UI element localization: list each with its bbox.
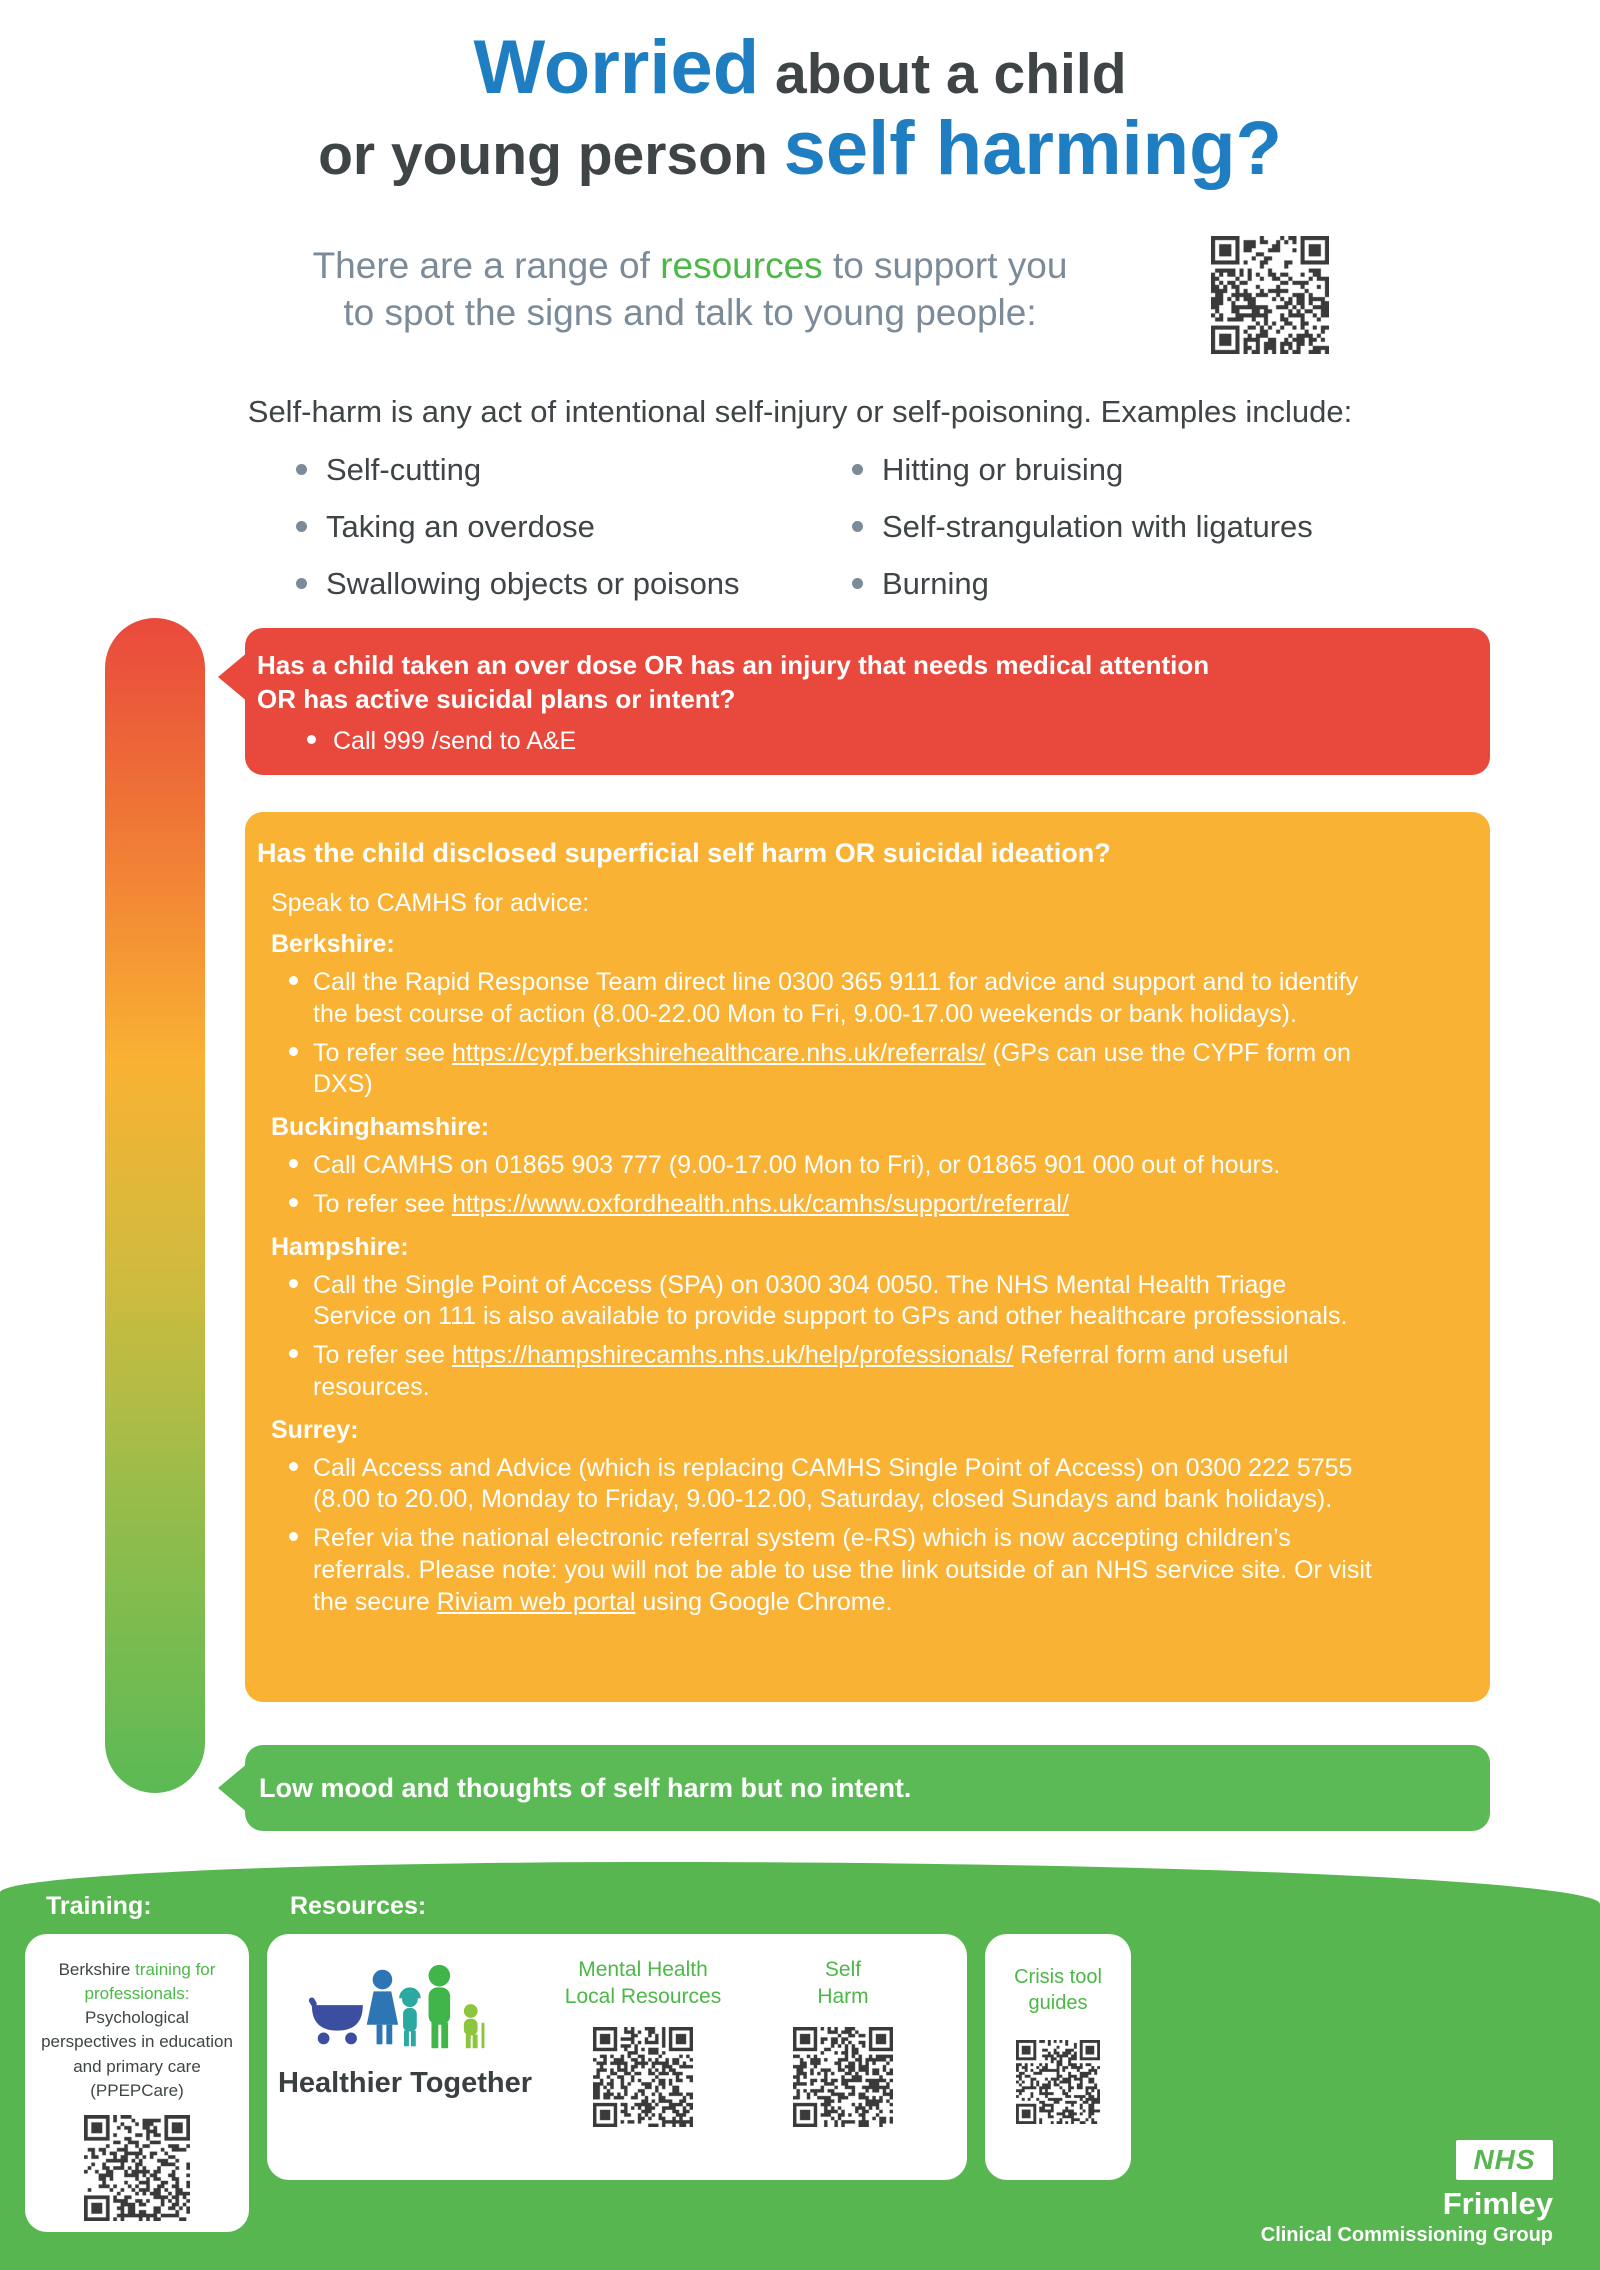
example-item: Self-strangulation with ligatures [852,509,1392,545]
emergency-red-box: Has a child taken an over dose OR has an… [218,628,1490,775]
camhs-bullet: Call the Rapid Response Team direct line… [287,967,1373,1031]
green-box-text: Low mood and thoughts of self harm but n… [259,1772,912,1803]
county-label: Hampshire: [271,1232,409,1261]
camhs-bullet: Call Access and Advice (which is replaci… [287,1453,1373,1517]
title-line-2: or young person self harming? [0,105,1600,191]
red-box-heading: Has a child taken an over dose OR has an… [257,648,1460,717]
title-or-young-person: or young person [318,122,784,187]
red-heading-line1: Has a child taken an over dose OR has an… [257,650,1210,680]
examples-column-left: Self-cutting Taking an overdose Swallowing… [296,452,836,623]
footer-band: Training: Resources: Berkshire training … [0,1862,1600,2270]
self-harm-qr-block: Self Harm [743,1934,943,2132]
referral-link[interactable]: https://www.oxfordhealth.nhs.uk/camhs/su… [451,1189,1069,1218]
examples-column-right: Hitting or bruising Self-strangulation wi… [852,452,1392,623]
crisis-label-line2: guides [1028,1992,1088,2014]
risk-gradient-bar [105,618,205,1793]
nhs-org-name: Frimley [1442,2186,1553,2221]
healthier-together-caption: Healthier Together [277,2067,533,2099]
nhs-logo: NHS [1456,2140,1553,2180]
orange-box-intro: Speak to CAMHS for advice: [271,889,590,918]
subtitle-line2: to spot the signs and talk to young peop… [343,292,1037,334]
title-line-1: Worried about a child [0,25,1600,110]
example-item: Hitting or bruising [852,452,1392,488]
healthier-together-block: Healthier Together [267,1934,543,2100]
training-card-text: Berkshire training for professionals: Ps… [38,1958,236,2103]
self-harm-qr-code [793,2026,893,2127]
county-bullet-list: Call the Single Point of Access (SPA) on… [287,1270,1460,1404]
intro-text: Self-harm is any act of intentional self… [247,394,1353,429]
mental-health-qr-code [593,2026,693,2127]
referral-link[interactable]: https://cypf.berkshirehealthcare.nhs.uk/… [451,1038,986,1067]
title-self-harming: self harming? [783,105,1282,191]
county-bullet-list: Call the Rapid Response Team direct line… [287,967,1460,1101]
resources-card: Healthier Together Mental Health Local R… [267,1934,967,2180]
camhs-bullet: Call CAMHS on 01865 903 777 (9.00-17.00 … [287,1150,1373,1182]
sh-label-line2: Harm [817,1985,869,2009]
subtitle-resources-highlight: resources [660,245,823,286]
referral-link[interactable]: Riviam web portal [436,1587,636,1616]
nhs-org-subtitle: Clinical Commissioning Group [1260,2224,1553,2246]
subtitle-seg3: to support you [822,245,1068,286]
subtitle-seg1: There are a range of [312,245,661,286]
camhs-bullet: To refer see https://www.oxfordhealth.nh… [287,1189,1373,1221]
mental-health-qr-block: Mental Health Local Resources [543,1934,743,2132]
mental-health-qr-label: Mental Health Local Resources [543,1956,743,2011]
referral-link[interactable]: https://hampshirecamhs.nhs.uk/help/profe… [451,1341,1014,1370]
training-seg2: training for professionals: [84,1960,216,2004]
title-worried: Worried [473,25,760,110]
training-qr-code [84,2114,190,2221]
county-bullet-list: Call Access and Advice (which is replaci… [287,1453,1460,1619]
training-seg1: Berkshire [58,1960,136,1979]
county-bullet-list: Call CAMHS on 01865 903 777 (9.00-17.00 … [287,1150,1460,1221]
subtitle: There are a range of resources to suppor… [170,242,1210,337]
crisis-qr-code [1016,2040,1100,2124]
mh-label-line1: Mental Health [578,1958,708,1981]
sh-label-line1: Self [824,1958,862,1981]
example-item: Burning [852,566,1392,602]
camhs-bullet: Refer via the national electronic referr… [287,1523,1373,1618]
example-item: Swallowing objects or poisons [296,566,836,602]
red-heading-line2: OR has active suicidal plans or intent? [257,684,736,715]
page-title: Worried about a child or young person se… [0,25,1600,191]
title-about-a-child: about a child [759,42,1127,106]
orange-box-heading: Has the child disclosed superficial self… [257,838,1111,868]
crisis-label-line1: Crisis tool [1014,1966,1102,1988]
crisis-tool-label: Crisis tool guides [985,1964,1131,2016]
training-card: Berkshire training for professionals: Ps… [25,1934,249,2232]
training-seg3: Psychological perspectives in education … [41,2008,233,2100]
low-risk-green-box: Low mood and thoughts of self harm but n… [218,1745,1490,1831]
camhs-sections: Berkshire: Call the Rapid Response Team d… [257,930,1460,1618]
camhs-bullet: Call the Single Point of Access (SPA) on… [287,1270,1373,1334]
county-label: Surrey: [271,1415,359,1444]
resources-qr-code [1211,236,1329,354]
healthier-together-logo [308,1964,485,2049]
example-item: Taking an overdose [296,509,836,545]
example-item: Self-cutting [296,452,836,488]
county-label: Berkshire: [271,930,395,959]
call-999-bullet: Call 999 /send to A&E [305,727,1460,756]
camhs-orange-box: Has the child disclosed superficial self… [245,812,1490,1702]
resources-label: Resources: [290,1892,427,1920]
camhs-bullet: To refer see https://hampshirecamhs.nhs.… [287,1340,1373,1404]
red-box-bullet-list: Call 999 /send to A&E [305,727,1460,756]
training-label: Training: [46,1892,152,1920]
camhs-bullet: To refer see https://cypf.berkshirehealt… [287,1038,1373,1102]
self-harm-qr-label: Self Harm [743,1956,943,2011]
county-label: Buckinghamshire: [271,1113,490,1142]
mh-label-line2: Local Resources [564,1985,722,2009]
crisis-tool-card: Crisis tool guides [985,1934,1131,2180]
